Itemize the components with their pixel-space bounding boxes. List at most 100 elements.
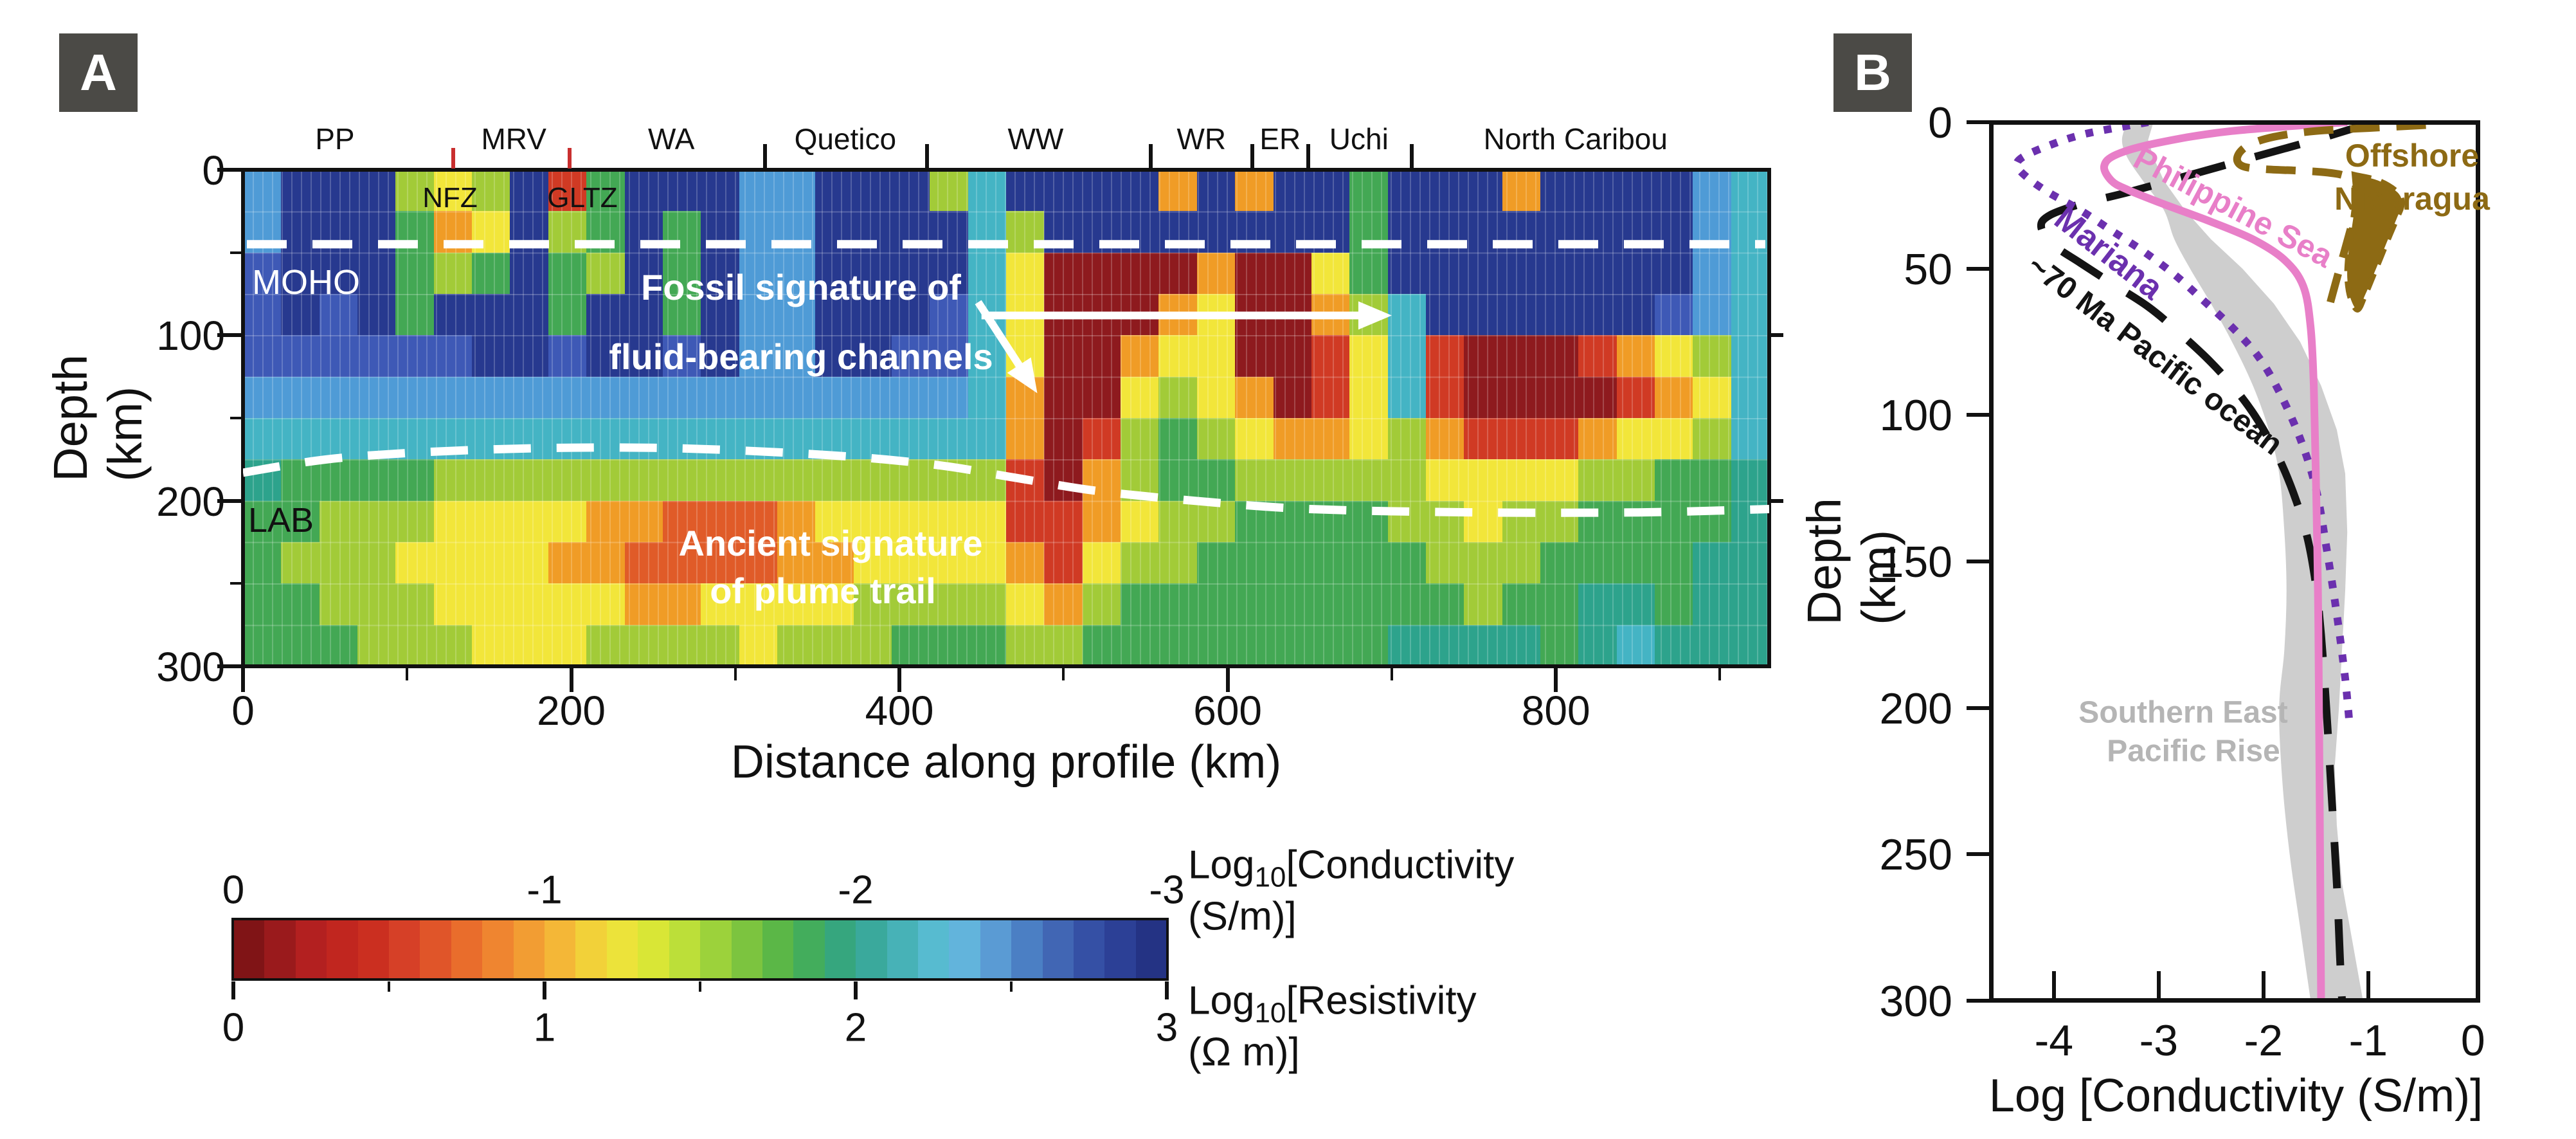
heatmap-cell	[1616, 376, 1655, 419]
heatmap-cell	[1502, 624, 1541, 667]
heatmap-cell	[1349, 170, 1389, 212]
heatmap-cell	[892, 335, 930, 378]
heatmap-cell	[815, 376, 854, 419]
heatmap-cell	[1616, 335, 1655, 378]
terrane-label-ww: WW	[1007, 122, 1064, 156]
heatmap-cell	[777, 583, 816, 626]
heatmap-cell	[1082, 542, 1121, 584]
heatmap-cell	[853, 418, 892, 460]
panel-a-y-tick-label: 300	[156, 644, 225, 690]
heatmap-cell	[281, 335, 320, 378]
heatmap-cell	[1425, 583, 1464, 626]
heatmap-cell	[1082, 624, 1121, 667]
heatmap-cell	[1121, 170, 1159, 212]
heatmap-cell	[1044, 252, 1083, 295]
heatmap-cell	[510, 500, 549, 543]
colorbar-conductivity-tick-label: -2	[838, 868, 874, 913]
heatmap-cell	[1693, 583, 1732, 626]
heatmap-cell	[1731, 542, 1770, 584]
heatmap-cell	[1235, 376, 1274, 419]
panel-a-x-tick	[241, 668, 245, 692]
terrane-boundary-tick	[762, 144, 767, 169]
heatmap-cell	[243, 170, 282, 212]
heatmap-cell	[243, 418, 282, 460]
heatmap-cell	[777, 624, 816, 667]
heatmap-cell	[548, 335, 587, 378]
colorbar-segment	[451, 920, 483, 979]
heatmap-cell	[1655, 376, 1693, 419]
heatmap-cell	[853, 624, 892, 667]
heatmap-cell	[1044, 376, 1083, 419]
heatmap-cell	[433, 542, 473, 584]
colorbar-segment	[327, 920, 358, 979]
heatmap-cell	[1655, 170, 1693, 212]
heatmap-cell	[319, 583, 358, 626]
southern-east-pacific-rise-band	[2121, 122, 2363, 1001]
heatmap-cell	[395, 335, 435, 378]
heatmap-cell	[281, 459, 320, 502]
heatmap-cell	[853, 335, 892, 378]
heatmap-cell	[1311, 624, 1350, 667]
heatmap-cell	[892, 418, 930, 460]
terrane-label-uchi: Uchi	[1329, 122, 1389, 156]
heatmap-cell	[1006, 583, 1045, 626]
heatmap-cell	[701, 294, 740, 336]
heatmap-cell	[1235, 418, 1274, 460]
panel-b-x-tick-label: -3	[2139, 1016, 2179, 1065]
heatmap-cell	[548, 418, 587, 460]
panel-a-y-tick	[217, 664, 242, 668]
heatmap-cell	[968, 500, 1007, 543]
heatmap-cell	[1311, 583, 1350, 626]
panel-b-y-tick-label: 100	[1879, 391, 1952, 441]
colorbar-segment	[638, 920, 669, 979]
heatmap-cell	[662, 252, 701, 295]
heatmap-cell	[1731, 459, 1770, 502]
heatmap-cell	[624, 418, 663, 460]
colorbar-resistivity-tick-label: 2	[844, 1005, 867, 1050]
fault-tick	[451, 148, 455, 169]
heatmap-cell	[586, 500, 626, 543]
heatmap-cell	[1121, 500, 1159, 543]
heatmap-cell	[777, 170, 816, 212]
heatmap-cell	[815, 335, 854, 378]
panel-b-y-tick	[1967, 852, 1990, 857]
heatmap-cell	[586, 170, 626, 212]
panel-b-y-tick	[1967, 120, 1990, 124]
heatmap-cell	[1349, 418, 1389, 460]
heatmap-cell	[357, 500, 397, 543]
heatmap-cell	[1464, 583, 1503, 626]
heatmap-cell	[586, 583, 626, 626]
offshore-nicaragua-label-line1: Offshore	[2345, 138, 2480, 174]
colorbar-segment	[824, 920, 856, 979]
colorbar-segment	[513, 920, 545, 979]
heatmap-cell	[357, 583, 397, 626]
heatmap-cell	[739, 376, 778, 419]
colorbar-segment	[731, 920, 762, 979]
colorbar-segment	[606, 920, 638, 979]
panel-b-y-tick	[1967, 560, 1990, 563]
heatmap-cell	[662, 624, 701, 667]
heatmap-cell	[1006, 500, 1045, 543]
heatmap-cell	[1158, 335, 1198, 378]
heatmap-cell	[1311, 542, 1350, 584]
panel-b-x-tick	[2261, 971, 2265, 999]
heatmap-cell	[1693, 418, 1732, 460]
heatmap-cell	[1082, 170, 1121, 212]
panel-a-x-tick	[1554, 668, 1558, 692]
heatmap-cell	[1311, 459, 1350, 502]
heatmap-cell	[1464, 459, 1503, 502]
colorbar-segment	[1042, 920, 1074, 979]
heatmap-cell	[1616, 542, 1655, 584]
heatmap-cell	[662, 542, 701, 584]
colorbar-segment	[887, 920, 918, 979]
colorbar-minor-tick	[1010, 981, 1013, 992]
heatmap-cell	[701, 335, 740, 378]
heatmap-cell	[1121, 624, 1159, 667]
heatmap-cell	[1121, 335, 1159, 378]
heatmap-cell	[472, 583, 511, 626]
heatmap-cell	[930, 170, 969, 212]
heatmap-cell	[777, 500, 816, 543]
heatmap-cell	[1158, 376, 1198, 419]
panel-b-x-tick	[2366, 971, 2370, 999]
heatmap-cell	[1693, 376, 1732, 419]
